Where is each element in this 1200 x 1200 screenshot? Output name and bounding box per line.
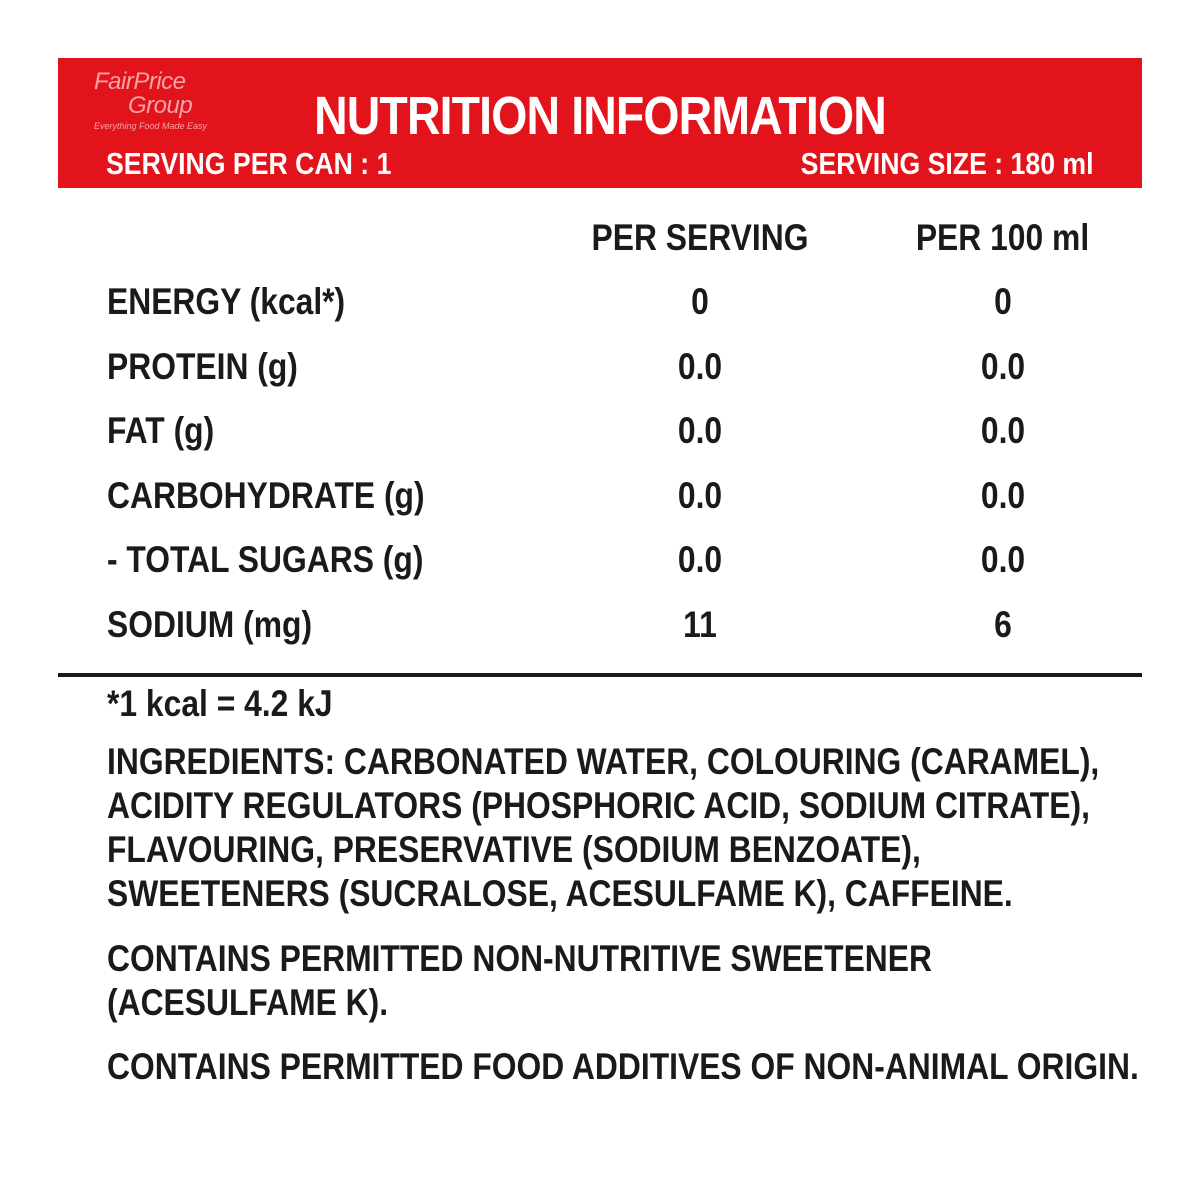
per-100ml-value: 0.0 bbox=[980, 410, 1026, 451]
ingredients-line: SWEETENERS (SUCRALOSE, ACESULFAME K), CA… bbox=[107, 873, 1013, 914]
header-banner: FairPrice Group Everything Food Made Eas… bbox=[58, 58, 1142, 188]
row-label: SODIUM (mg) bbox=[107, 603, 313, 645]
per-serving-value: 0.0 bbox=[677, 410, 723, 451]
per-serving-value: 11 bbox=[683, 603, 717, 645]
row-label: ENERGY (kcal*) bbox=[107, 281, 346, 322]
per-100ml-value: 0.0 bbox=[980, 345, 1026, 387]
ingredients-paragraph: INGREDIENTS: CARBONATED WATER, COLOURING… bbox=[107, 740, 1100, 916]
table-row-sodium: SODIUM (mg) 11 6 bbox=[0, 603, 1200, 668]
per-serving-value: 0.0 bbox=[677, 539, 723, 580]
additives-notice: CONTAINS PERMITTED FOOD ADDITIVES OF NON… bbox=[107, 1045, 1139, 1089]
sweetener-line: (ACESULFAME K). bbox=[107, 982, 389, 1023]
row-label: CARBOHYDRATE (g) bbox=[107, 474, 425, 516]
logo-line-1: FairPrice bbox=[94, 68, 186, 95]
table-row-protein: PROTEIN (g) 0.0 0.0 bbox=[0, 345, 1200, 410]
table-divider bbox=[58, 673, 1142, 677]
per-serving-value: 0 bbox=[691, 281, 709, 322]
sweetener-line: CONTAINS PERMITTED NON-NUTRITIVE SWEETEN… bbox=[107, 938, 932, 979]
additives-line: CONTAINS PERMITTED FOOD ADDITIVES OF NON… bbox=[107, 1046, 1139, 1087]
per-100ml-value: 0.0 bbox=[980, 539, 1026, 580]
table-row-fat: FAT (g) 0.0 0.0 bbox=[0, 409, 1200, 474]
per-serving-value: 0.0 bbox=[677, 474, 723, 516]
ingredients-line: ACIDITY REGULATORS (PHOSPHORIC ACID, SOD… bbox=[107, 785, 1090, 826]
page-title: NUTRITION INFORMATION bbox=[314, 86, 887, 146]
row-label: PROTEIN (g) bbox=[107, 345, 298, 387]
ingredients-line: INGREDIENTS: CARBONATED WATER, COLOURING… bbox=[107, 741, 1100, 782]
table-row-carbohydrate: CARBOHYDRATE (g) 0.0 0.0 bbox=[0, 474, 1200, 539]
per-100ml-value: 0 bbox=[994, 281, 1012, 322]
serving-size: SERVING SIZE : 180 ml bbox=[801, 146, 1094, 181]
logo-tagline: Everything Food Made Easy bbox=[94, 121, 208, 131]
ingredients-line: FLAVOURING, PRESERVATIVE (SODIUM BENZOAT… bbox=[107, 829, 921, 870]
row-label: FAT (g) bbox=[107, 410, 215, 451]
per-100ml-value: 0.0 bbox=[980, 474, 1026, 516]
fairprice-logo: FairPrice Group Everything Food Made Eas… bbox=[94, 70, 244, 132]
per-100ml-value: 6 bbox=[994, 603, 1012, 645]
logo-line-2: Group bbox=[128, 92, 193, 119]
kcal-footnote: *1 kcal = 4.2 kJ bbox=[107, 683, 333, 724]
nutrition-table: ENERGY (kcal*) 0 0 PROTEIN (g) 0.0 0.0 F… bbox=[0, 280, 1200, 667]
sweetener-notice: CONTAINS PERMITTED NON-NUTRITIVE SWEETEN… bbox=[107, 937, 1096, 1025]
column-header-per-100ml: PER 100 ml bbox=[915, 217, 1090, 258]
row-label: - TOTAL SUGARS (g) bbox=[107, 539, 424, 580]
per-serving-value: 0.0 bbox=[677, 345, 723, 387]
serving-per-can: SERVING PER CAN : 1 bbox=[106, 146, 392, 181]
table-row-total-sugars: - TOTAL SUGARS (g) 0.0 0.0 bbox=[0, 538, 1200, 603]
table-row-energy: ENERGY (kcal*) 0 0 bbox=[0, 280, 1200, 345]
column-header-per-serving: PER SERVING bbox=[591, 217, 809, 258]
